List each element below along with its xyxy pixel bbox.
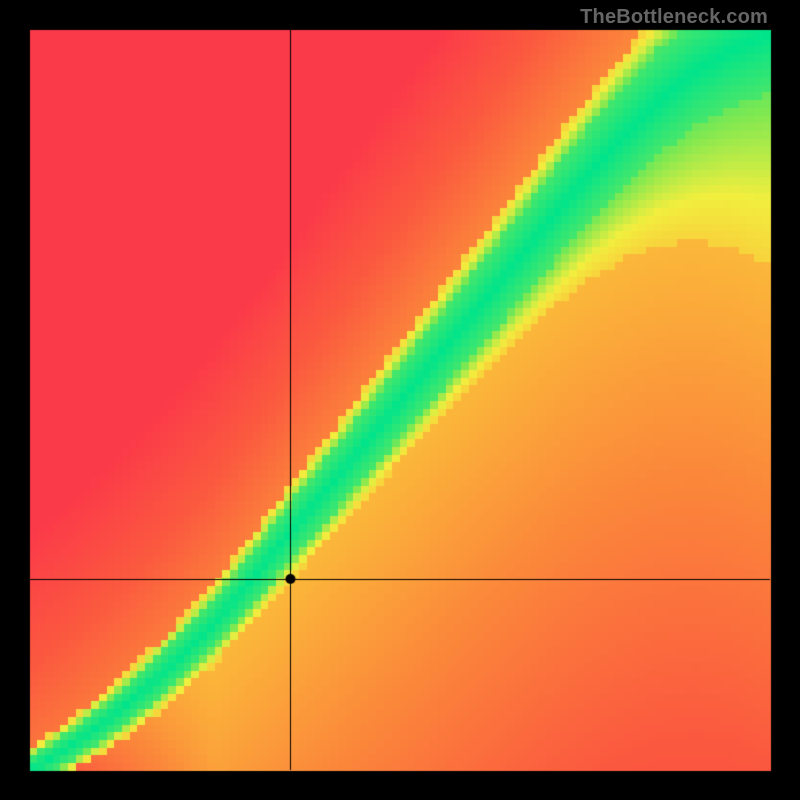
watermark-text: TheBottleneck.com <box>580 6 768 29</box>
bottleneck-heatmap <box>0 0 800 800</box>
chart-container: TheBottleneck.com <box>0 0 800 800</box>
